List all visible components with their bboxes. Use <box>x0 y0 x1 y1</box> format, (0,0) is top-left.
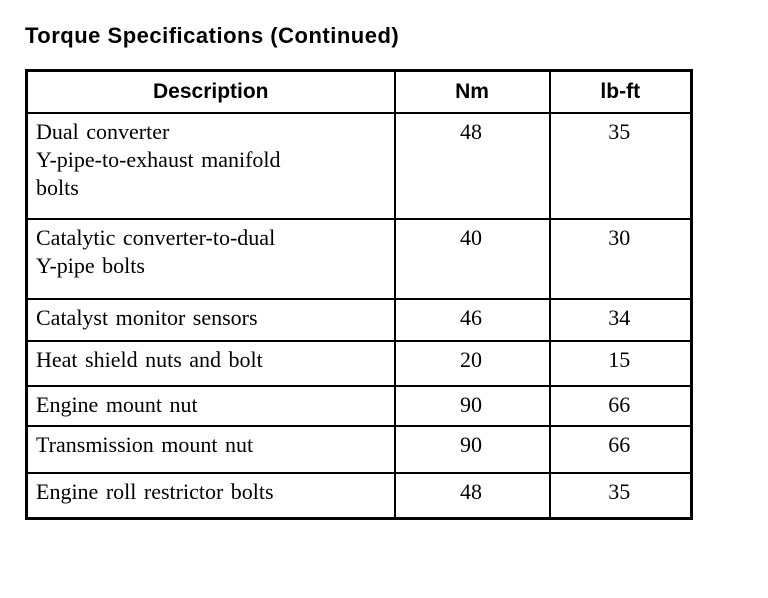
cell-nm: 20 <box>393 339 551 387</box>
cell-nm: 48 <box>393 111 551 220</box>
table-row: Engine roll restrictor bolts 48 35 <box>25 471 693 520</box>
table-row: Engine mount nut 90 66 <box>25 384 693 427</box>
table-row: Catalyst monitor sensors 46 34 <box>25 297 693 342</box>
cell-description: Catalytic converter-to-dual Y-pipe bolts <box>25 217 396 300</box>
col-header-nm: Nm <box>393 69 551 114</box>
cell-description: Catalyst monitor sensors <box>25 297 396 342</box>
cell-description: Engine mount nut <box>25 384 396 427</box>
cell-nm: 40 <box>393 217 551 300</box>
cell-nm: 90 <box>393 424 551 474</box>
cell-nm: 48 <box>393 471 551 520</box>
table-row: Transmission mount nut 90 66 <box>25 424 693 474</box>
cell-description: Engine roll restrictor bolts <box>25 471 396 520</box>
table-body: Dual converter Y-pipe-to-exhaust manifold… <box>25 111 693 520</box>
torque-spec-table: Description Nm lb-ft Dual converter Y-pip… <box>25 69 693 520</box>
cell-lbft: 15 <box>548 339 693 387</box>
cell-nm: 90 <box>393 384 551 427</box>
cell-nm: 46 <box>393 297 551 342</box>
cell-lbft: 66 <box>548 424 693 474</box>
cell-lbft: 35 <box>548 111 693 220</box>
col-header-description: Description <box>25 69 396 114</box>
cell-lbft: 34 <box>548 297 693 342</box>
cell-description: Dual converter Y-pipe-to-exhaust manifold… <box>25 111 396 220</box>
cell-description: Transmission mount nut <box>25 424 396 474</box>
cell-lbft: 66 <box>548 384 693 427</box>
table-row: Catalytic converter-to-dual Y-pipe bolts … <box>25 217 693 300</box>
cell-description: Heat shield nuts and bolt <box>25 339 396 387</box>
header-row: Description Nm lb-ft <box>25 69 693 114</box>
cell-lbft: 30 <box>548 217 693 300</box>
table-header: Description Nm lb-ft <box>25 69 693 114</box>
page-title: Torque Specifications (Continued) <box>25 23 400 48</box>
table-row: Dual converter Y-pipe-to-exhaust manifold… <box>25 111 693 220</box>
table-row: Heat shield nuts and bolt 20 15 <box>25 339 693 387</box>
col-header-lbft: lb-ft <box>548 69 693 114</box>
cell-lbft: 35 <box>548 471 693 520</box>
